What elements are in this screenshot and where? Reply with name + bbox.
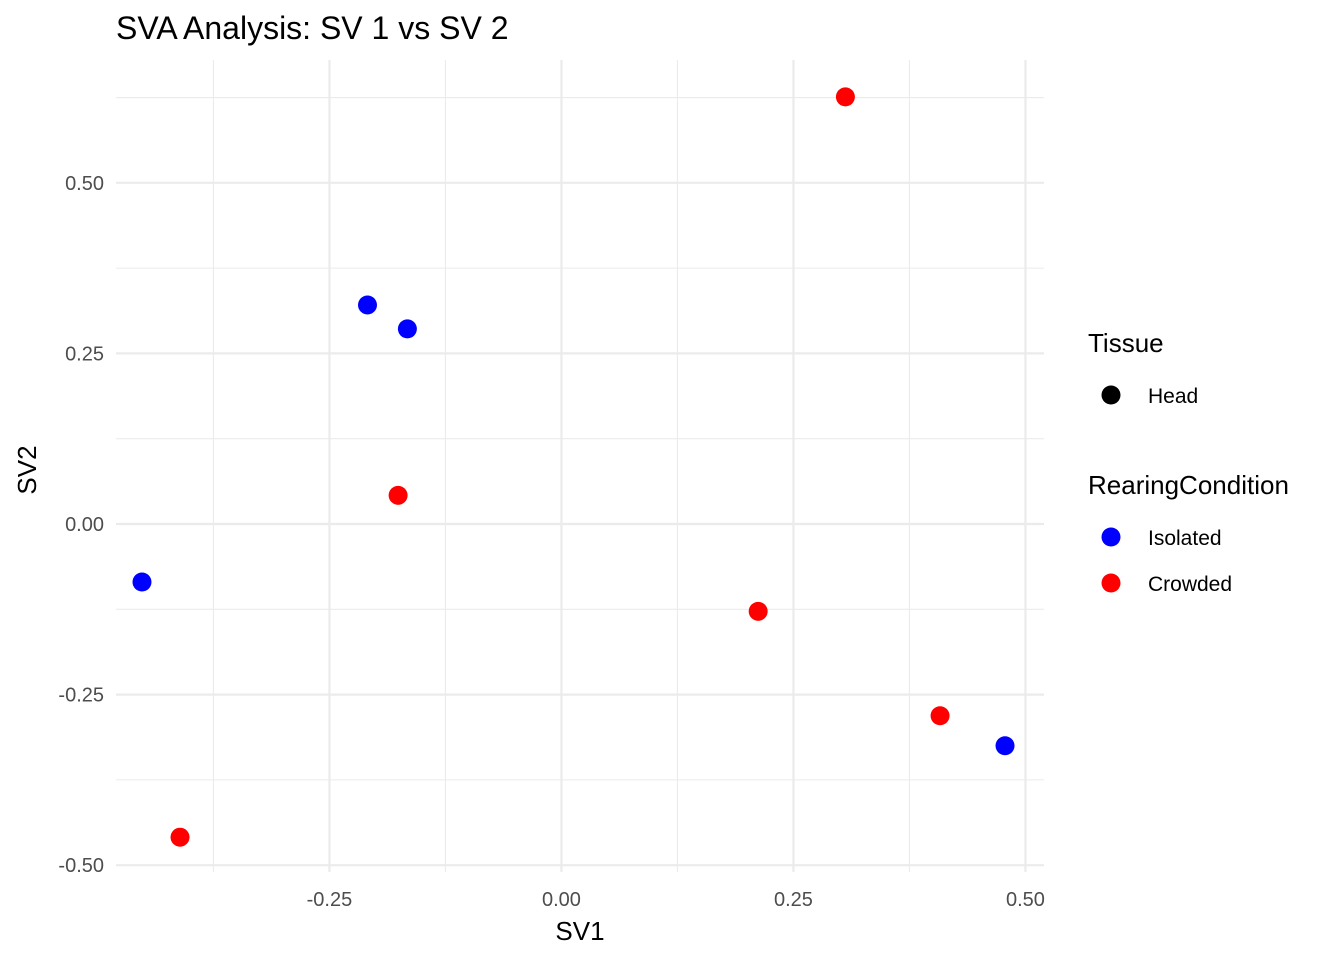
y-tick-label: -0.50 bbox=[58, 855, 104, 877]
y-tick-label: 0.50 bbox=[65, 173, 104, 195]
y-axis-ticks: -0.50 -0.25 0.00 0.25 0.50 bbox=[58, 173, 104, 877]
legend: Tissue Head RearingCondition Isolated Crowde… bbox=[1088, 328, 1289, 596]
grid bbox=[116, 60, 1044, 872]
legend-title: RearingCondition bbox=[1088, 470, 1289, 500]
x-tick-label: 0.50 bbox=[1006, 889, 1045, 911]
x-tick-label: -0.25 bbox=[307, 889, 353, 911]
data-point-isolated bbox=[132, 572, 152, 592]
data-point-crowded bbox=[170, 827, 190, 847]
legend-key bbox=[1101, 385, 1121, 405]
x-axis-ticks: -0.25 0.00 0.25 0.50 bbox=[307, 889, 1045, 911]
chart-title: SVA Analysis: SV 1 vs SV 2 bbox=[116, 10, 508, 46]
y-tick-label: -0.25 bbox=[58, 685, 104, 707]
data-point-isolated bbox=[357, 295, 377, 315]
x-tick-label: 0.25 bbox=[774, 889, 813, 911]
data-point-crowded bbox=[835, 87, 855, 107]
y-tick-label: 0.25 bbox=[65, 343, 104, 365]
data-point-crowded bbox=[748, 601, 768, 621]
data-point-crowded bbox=[930, 706, 950, 726]
data-point-isolated bbox=[397, 319, 417, 339]
data-points bbox=[132, 87, 1015, 847]
y-tick-label: 0.00 bbox=[65, 514, 104, 536]
data-point-crowded bbox=[388, 485, 408, 505]
data-point-isolated bbox=[995, 736, 1015, 756]
x-axis-title: SV1 bbox=[555, 916, 604, 946]
legend-title: Tissue bbox=[1088, 328, 1164, 358]
legend-key bbox=[1101, 527, 1121, 547]
legend-label: Isolated bbox=[1148, 527, 1222, 550]
y-axis-title: SV2 bbox=[12, 445, 42, 494]
legend-label: Head bbox=[1148, 385, 1198, 408]
legend-key bbox=[1101, 573, 1121, 593]
x-tick-label: 0.00 bbox=[542, 889, 581, 911]
legend-label: Crowded bbox=[1148, 573, 1232, 596]
